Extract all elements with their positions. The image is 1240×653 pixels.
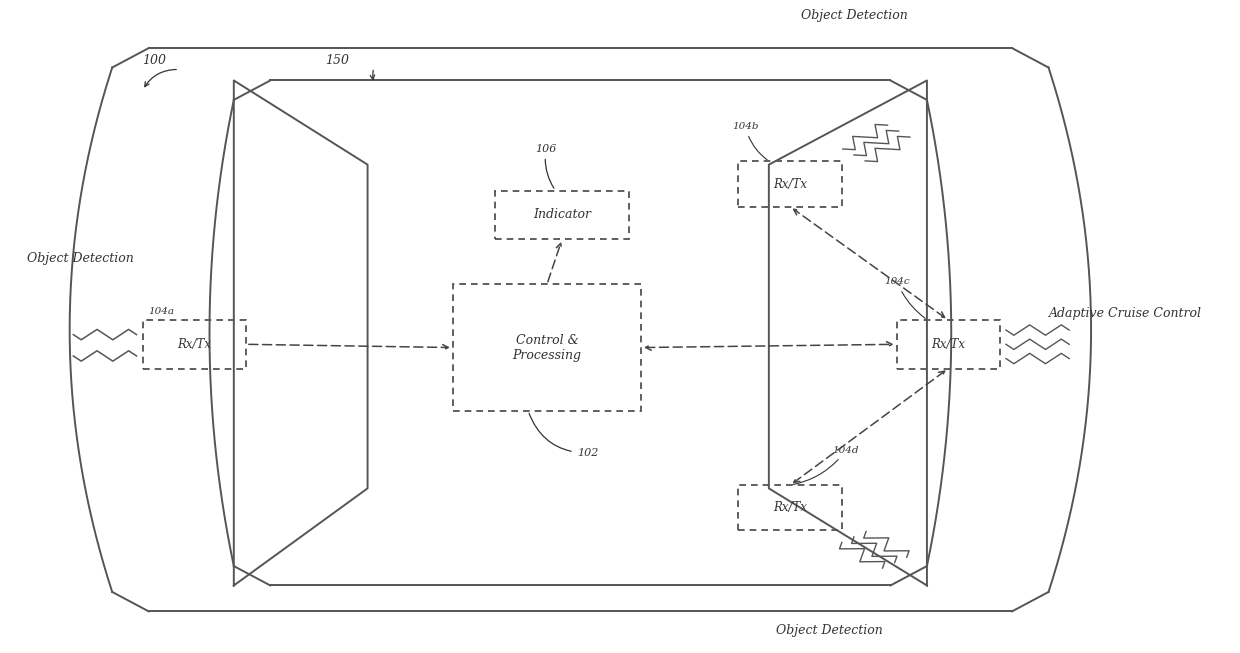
Text: 106: 106	[536, 144, 557, 188]
Text: Object Detection: Object Detection	[27, 252, 134, 264]
Bar	[495, 191, 629, 239]
Text: 100: 100	[143, 54, 166, 67]
Text: Rx/Tx: Rx/Tx	[773, 502, 807, 515]
Text: Adaptive Cruise Control: Adaptive Cruise Control	[1049, 307, 1202, 320]
Text: Object Detection: Object Detection	[776, 624, 883, 637]
Bar	[739, 485, 842, 530]
Text: Indicator: Indicator	[533, 208, 591, 221]
Text: 150: 150	[325, 54, 348, 67]
Bar	[143, 320, 246, 368]
Text: 104a: 104a	[149, 306, 175, 315]
Text: Rx/Tx: Rx/Tx	[931, 338, 965, 351]
Text: Control &
Processing: Control & Processing	[512, 334, 582, 362]
Text: Object Detection: Object Detection	[801, 9, 908, 22]
Text: Rx/Tx: Rx/Tx	[177, 338, 211, 351]
Text: Rx/Tx: Rx/Tx	[773, 178, 807, 191]
Bar	[453, 285, 641, 411]
Text: 104c: 104c	[884, 278, 925, 319]
Bar	[897, 320, 999, 368]
Text: 104b: 104b	[733, 122, 768, 160]
Bar	[739, 161, 842, 207]
Text: 104d: 104d	[792, 446, 859, 485]
Text: 102: 102	[529, 413, 598, 458]
